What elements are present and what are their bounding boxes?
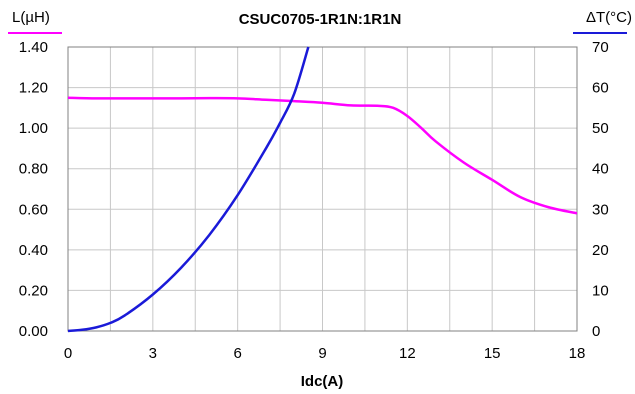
y-right-tick-label: 30 [592, 201, 609, 218]
plot-frame [67, 46, 578, 332]
y-left-tick-label: 0.20 [19, 282, 48, 299]
y-left-tick-label: 0.60 [19, 201, 48, 218]
x-tick-label: 15 [484, 345, 501, 362]
temperature-rise-line [67, 46, 310, 333]
y-left-axis-title: L(µH) [12, 9, 50, 26]
y-right-axis-ticks: 0 10 20 30 40 50 60 70 [592, 39, 609, 340]
y-right-tick-label: 10 [592, 282, 609, 299]
x-tick-label: 6 [233, 345, 241, 362]
y-left-tick-label: 1.20 [19, 80, 48, 97]
y-right-tick-label: 20 [592, 242, 609, 259]
y-right-tick-label: 0 [592, 323, 600, 340]
y-right-tick-label: 60 [592, 80, 609, 97]
y-left-tick-label: 1.40 [19, 39, 48, 56]
y-right-tick-label: 70 [592, 39, 609, 56]
y-left-tick-label: 0.00 [19, 323, 48, 340]
x-tick-label: 0 [64, 345, 72, 362]
y-right-axis-title: ΔT(°C) [586, 9, 632, 26]
chart-title: CSUC0705-1R1N:1R1N [239, 11, 402, 28]
x-axis-ticks: 0 3 6 9 12 15 18 [64, 345, 586, 362]
series-group [67, 46, 578, 333]
y-right-tick-label: 50 [592, 120, 609, 137]
x-tick-label: 18 [569, 345, 586, 362]
y-right-tick-label: 40 [592, 161, 609, 178]
x-axis-title: Idc(A) [301, 373, 344, 390]
x-tick-label: 3 [149, 345, 157, 362]
grid [67, 46, 578, 332]
y-left-tick-label: 1.00 [19, 120, 48, 137]
inductance-line [67, 96, 578, 215]
y-left-axis-ticks: 0.00 0.20 0.40 0.60 0.80 1.00 1.20 1.40 [19, 39, 48, 340]
x-tick-label: 12 [399, 345, 416, 362]
y-left-tick-label: 0.40 [19, 242, 48, 259]
y-left-tick-label: 0.80 [19, 161, 48, 178]
x-tick-label: 9 [318, 345, 326, 362]
